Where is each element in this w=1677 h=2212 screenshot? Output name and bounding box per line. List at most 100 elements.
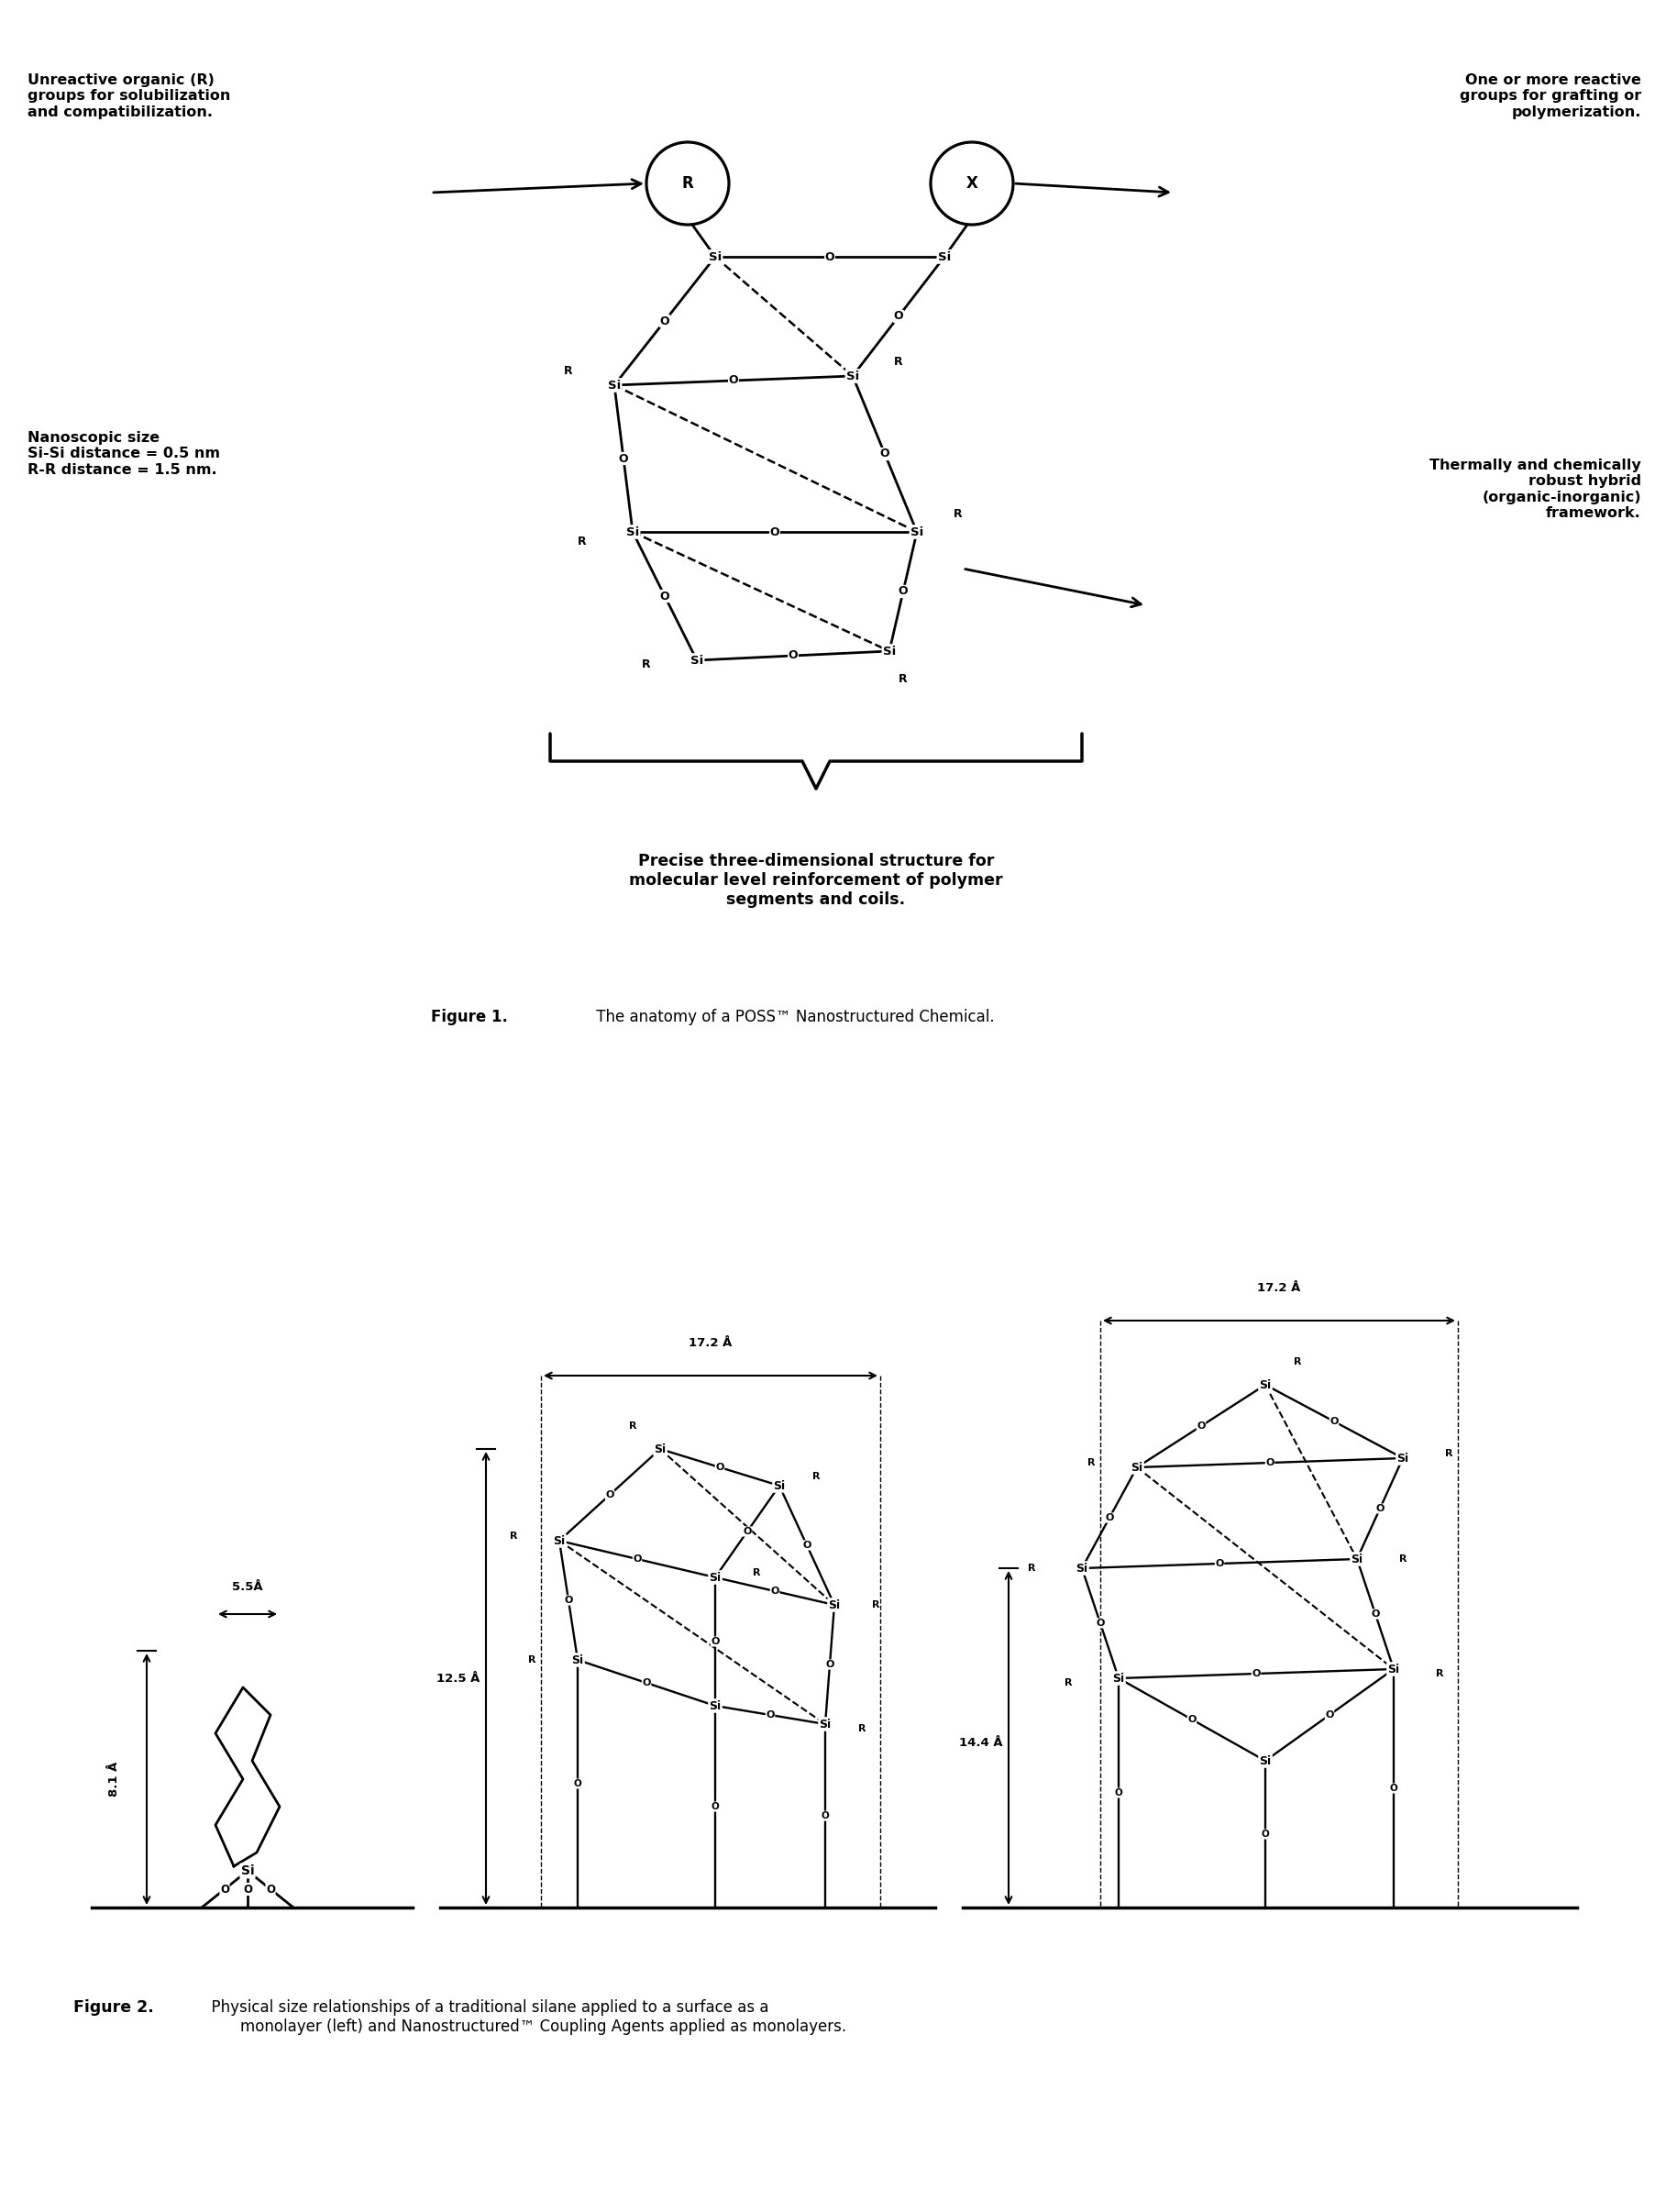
Text: R: R	[563, 365, 574, 378]
Text: R: R	[579, 535, 587, 546]
Text: 8.1 Å: 8.1 Å	[109, 1761, 121, 1796]
Text: Si: Si	[1259, 1754, 1271, 1767]
Text: R: R	[899, 672, 907, 684]
Text: Si: Si	[911, 526, 924, 538]
Text: O: O	[766, 1710, 775, 1719]
Text: O: O	[1187, 1714, 1196, 1723]
Text: R: R	[683, 175, 694, 192]
Text: Physical size relationships of a traditional silane applied to a surface as a
  : Physical size relationships of a traditi…	[201, 2000, 847, 2035]
Text: Si: Si	[691, 655, 703, 666]
Text: Si: Si	[1397, 1453, 1409, 1464]
Text: Si: Si	[241, 1865, 255, 1878]
Text: O: O	[1251, 1670, 1261, 1679]
Text: R: R	[1446, 1449, 1452, 1458]
Text: 12.5 Å: 12.5 Å	[436, 1672, 480, 1683]
Text: O: O	[894, 310, 904, 323]
Text: Si: Si	[1077, 1562, 1088, 1575]
Text: The anatomy of a POSS™ Nanostructured Chemical.: The anatomy of a POSS™ Nanostructured Ch…	[592, 1009, 994, 1026]
Text: O: O	[243, 1882, 252, 1896]
Text: O: O	[770, 1586, 780, 1595]
Text: Figure 2.: Figure 2.	[74, 2000, 154, 2015]
Text: O: O	[711, 1637, 719, 1646]
Text: R: R	[642, 659, 651, 670]
Text: Si: Si	[882, 646, 896, 657]
Text: Si: Si	[709, 250, 721, 263]
Text: R: R	[1065, 1679, 1072, 1688]
Text: R: R	[1087, 1458, 1095, 1467]
Text: O: O	[605, 1491, 614, 1500]
Text: 17.2 Å: 17.2 Å	[1258, 1283, 1301, 1294]
Text: O: O	[1372, 1610, 1380, 1619]
Text: Si: Si	[709, 1571, 721, 1584]
Text: R: R	[954, 507, 963, 520]
Text: O: O	[1261, 1829, 1269, 1838]
Text: One or more reactive
groups for grafting or
polymerization.: One or more reactive groups for grafting…	[1459, 73, 1642, 119]
Text: O: O	[574, 1778, 582, 1787]
Text: O: O	[899, 586, 907, 597]
Text: O: O	[1197, 1422, 1206, 1431]
Text: Si: Si	[607, 378, 620, 392]
Text: O: O	[267, 1882, 275, 1896]
Text: Si: Si	[553, 1535, 565, 1546]
Text: O: O	[1115, 1787, 1122, 1798]
Text: R: R	[859, 1723, 865, 1734]
Text: Si: Si	[572, 1655, 584, 1666]
Text: R: R	[1399, 1555, 1407, 1564]
Text: Thermally and chemically
robust hybrid
(organic-inorganic)
framework.: Thermally and chemically robust hybrid (…	[1430, 458, 1642, 520]
Text: Si: Si	[847, 369, 859, 383]
Text: R: R	[894, 356, 902, 367]
Text: O: O	[659, 314, 669, 327]
Text: R: R	[528, 1655, 535, 1663]
Text: O: O	[619, 453, 629, 465]
Text: Figure 1.: Figure 1.	[431, 1009, 508, 1026]
Text: 17.2 Å: 17.2 Å	[689, 1338, 733, 1349]
Text: Si: Si	[1130, 1462, 1144, 1473]
Text: Si: Si	[654, 1442, 666, 1455]
Text: Si: Si	[1259, 1378, 1271, 1391]
Text: Unreactive organic (R)
groups for solubilization
and compatibilization.: Unreactive organic (R) groups for solubi…	[27, 73, 230, 119]
Text: O: O	[1390, 1783, 1397, 1794]
Text: O: O	[788, 650, 798, 661]
Text: Si: Si	[709, 1699, 721, 1712]
Text: R: R	[510, 1531, 518, 1542]
Text: Si: Si	[1112, 1672, 1125, 1683]
Text: O: O	[711, 1803, 719, 1812]
Text: O: O	[659, 591, 669, 602]
Text: O: O	[770, 526, 780, 538]
Text: O: O	[1266, 1458, 1275, 1467]
Text: R: R	[629, 1422, 637, 1431]
Text: R: R	[872, 1599, 879, 1610]
Text: R: R	[1436, 1670, 1444, 1679]
Text: O: O	[716, 1462, 724, 1471]
Text: 5.5Å: 5.5Å	[231, 1582, 263, 1593]
Text: Precise three-dimensional structure for
molecular level reinforcement of polymer: Precise three-dimensional structure for …	[629, 854, 1003, 907]
Text: O: O	[1325, 1710, 1333, 1719]
Text: O: O	[825, 250, 835, 263]
Text: O: O	[728, 374, 738, 387]
Text: O: O	[803, 1542, 812, 1551]
Text: O: O	[1375, 1504, 1384, 1513]
Text: Si: Si	[818, 1719, 832, 1730]
Text: Si: Si	[1387, 1663, 1400, 1674]
Text: O: O	[822, 1812, 828, 1820]
Text: O: O	[563, 1595, 574, 1606]
Text: Si: Si	[626, 526, 639, 538]
Text: X: X	[966, 175, 978, 192]
Text: Si: Si	[1352, 1553, 1363, 1566]
Text: O: O	[1097, 1619, 1105, 1628]
Text: Nanoscopic size
Si-Si distance = 0.5 nm
R-R distance = 1.5 nm.: Nanoscopic size Si-Si distance = 0.5 nm …	[27, 431, 220, 478]
Text: O: O	[743, 1526, 751, 1535]
Text: O: O	[220, 1882, 230, 1896]
Text: O: O	[880, 449, 890, 460]
Text: O: O	[1105, 1513, 1114, 1522]
Text: O: O	[632, 1555, 642, 1564]
Text: 14.4 Å: 14.4 Å	[959, 1736, 1003, 1747]
Text: O: O	[1330, 1418, 1338, 1427]
Text: R: R	[812, 1471, 820, 1482]
Text: Si: Si	[828, 1599, 840, 1610]
Text: R: R	[753, 1568, 760, 1577]
Text: Si: Si	[937, 250, 951, 263]
Text: Si: Si	[773, 1480, 785, 1491]
Text: R: R	[1293, 1358, 1301, 1367]
Text: O: O	[1216, 1559, 1224, 1568]
